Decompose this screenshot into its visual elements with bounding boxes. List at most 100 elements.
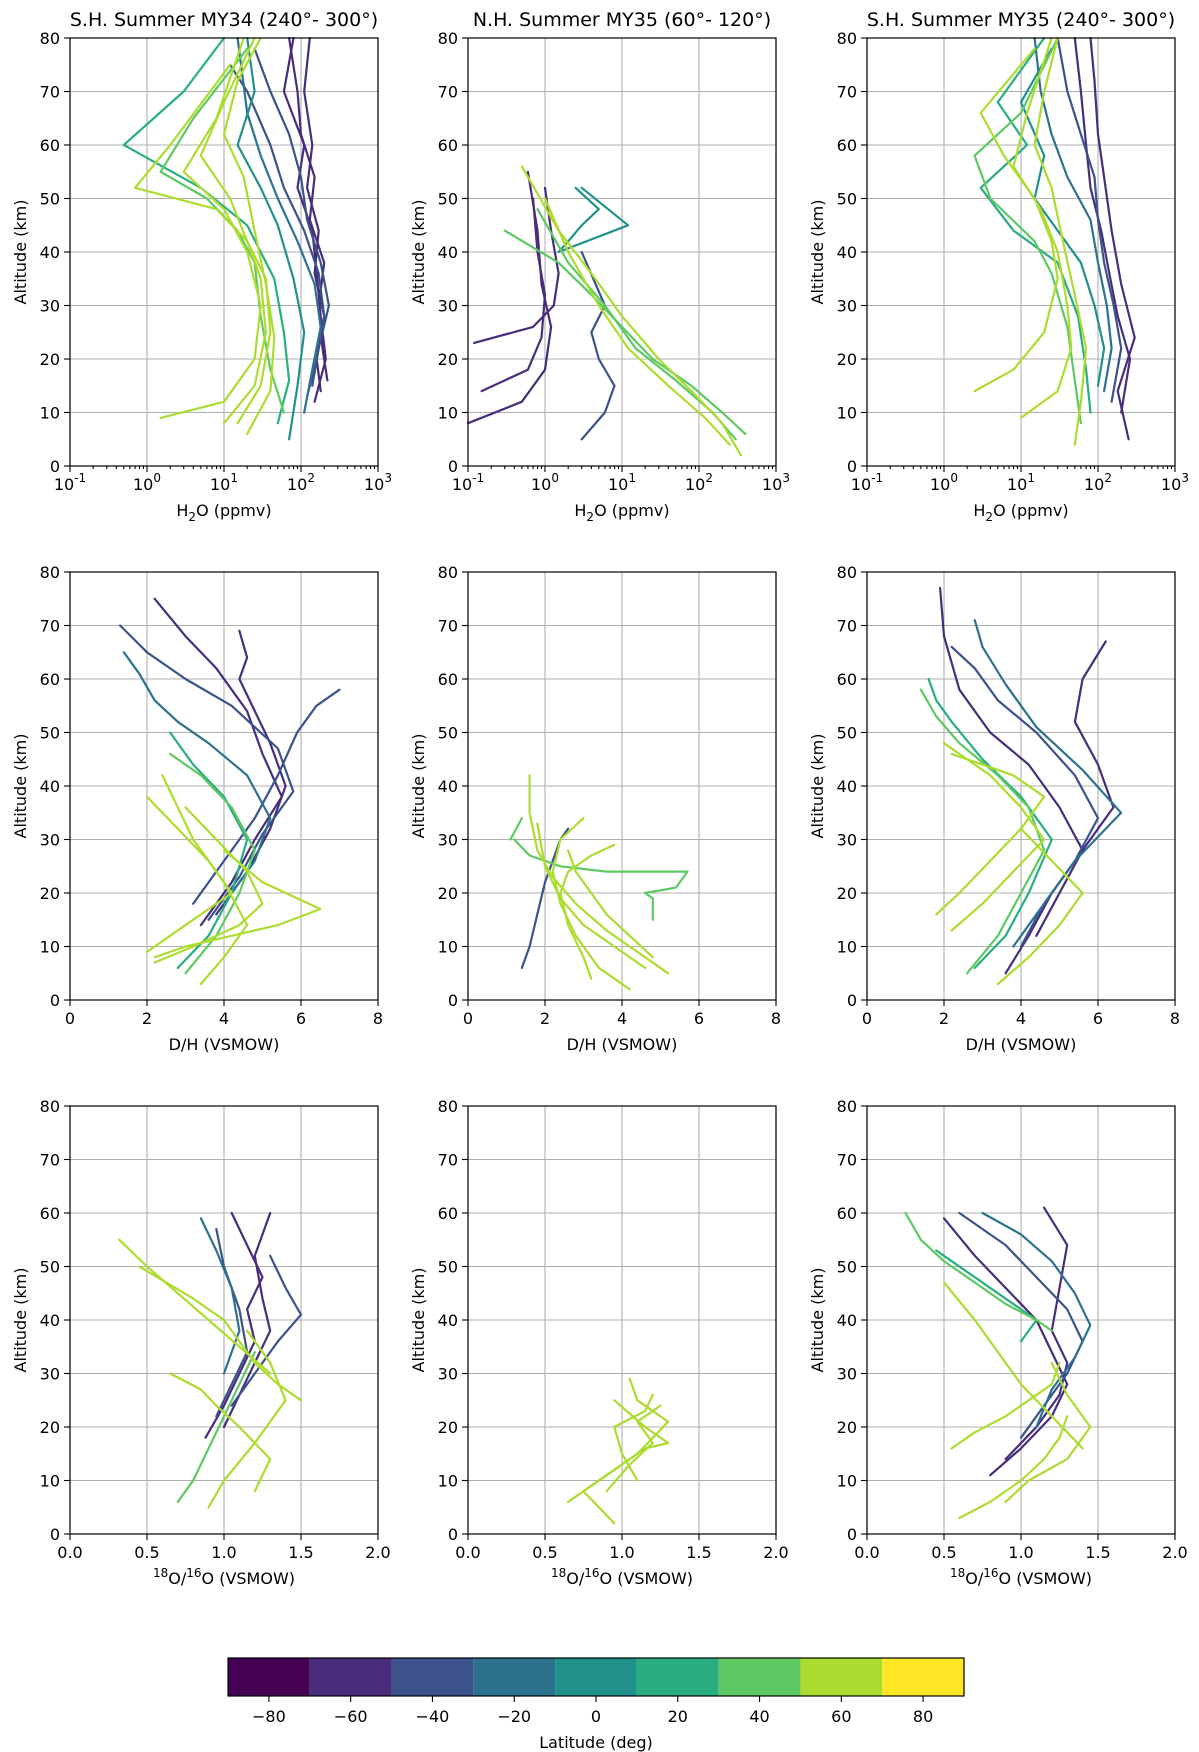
series-group (118, 1211, 303, 1509)
y-tick-label: 10 (837, 404, 857, 423)
colorbar-bin (636, 1658, 719, 1696)
profile-line (122, 651, 272, 905)
y-tick-label: 20 (837, 1418, 857, 1437)
x-axis-label: D/H (VSMOW) (169, 1035, 280, 1054)
x-tick-label: 2.0 (763, 1543, 788, 1562)
x-tick-label: 1.0 (609, 1543, 634, 1562)
y-tick-label: 0 (50, 457, 60, 476)
y-tick-label: 50 (40, 1258, 60, 1277)
profile-line (176, 1351, 256, 1503)
y-axis-label: Altitude (km) (11, 1268, 30, 1373)
panel-a3: 10-1 100 101 102 10301020304050607080Altitud… (808, 9, 1189, 524)
y-tick-label: 0 (847, 991, 857, 1010)
tick-base: 10 (1161, 475, 1181, 494)
profile-line (169, 731, 249, 969)
x-tick-label: 8 (1170, 1009, 1180, 1028)
profile-line (230, 1254, 303, 1407)
profile-line (199, 1217, 241, 1375)
y-tick-label: 50 (40, 724, 60, 743)
profile-line (207, 1329, 287, 1509)
x-tick-label: 103 (762, 471, 790, 494)
y-tick-label: 30 (438, 297, 458, 316)
y-tick-label: 20 (438, 1418, 458, 1437)
y-axis-label: Altitude (km) (409, 200, 428, 305)
profile-line (536, 822, 647, 969)
colorbar-bin (391, 1658, 474, 1696)
profile-line (973, 47, 1059, 393)
tick-exponent: 3 (1181, 471, 1189, 485)
label-subscript: 2 (586, 510, 594, 524)
x-tick-label: 101 (1007, 471, 1035, 494)
colorbar-label: Latitude (deg) (539, 1733, 653, 1752)
y-tick-label: 40 (438, 1311, 458, 1330)
x-tick-label: 2 (540, 1009, 550, 1028)
label-part: O (VSMOW) (600, 1569, 693, 1588)
x-tick-label: 6 (1093, 1009, 1103, 1028)
colorbar-tick-label: 20 (668, 1707, 688, 1726)
label-superscript: 16 (186, 1566, 201, 1580)
y-tick-label: 30 (40, 297, 60, 316)
y-tick-label: 30 (837, 831, 857, 850)
y-tick-label: 80 (837, 563, 857, 582)
y-tick-label: 50 (40, 190, 60, 209)
y-tick-label: 60 (40, 670, 60, 689)
y-tick-label: 70 (40, 1151, 60, 1170)
series-group (509, 774, 689, 991)
profile-line (282, 36, 327, 403)
profile-line (1089, 36, 1136, 441)
y-tick-label: 0 (50, 1525, 60, 1544)
colorbar-tick-label: −20 (497, 1707, 531, 1726)
x-tick-label: 0.0 (854, 1543, 879, 1562)
y-tick-label: 0 (448, 991, 458, 1010)
y-tick-label: 10 (40, 938, 60, 957)
colorbar-tick-label: 60 (831, 1707, 851, 1726)
x-tick-label: 0.5 (931, 1543, 956, 1562)
tick-exponent: 0 (950, 471, 958, 485)
x-tick-label: 0 (862, 1009, 872, 1028)
y-tick-label: 20 (837, 350, 857, 369)
y-tick-label: 40 (40, 243, 60, 262)
series-group (919, 586, 1123, 986)
y-tick-label: 10 (40, 1472, 60, 1491)
tick-exponent: -1 (871, 471, 883, 485)
profile-line (580, 250, 616, 441)
tick-exponent: 2 (705, 471, 713, 485)
profile-line (557, 186, 630, 254)
profile-line (473, 186, 560, 344)
y-tick-label: 0 (448, 1525, 458, 1544)
profile-line (996, 827, 1084, 986)
label-subscript: 2 (985, 510, 993, 524)
panel-c2: 0.0 0.5 1.0 1.5 2.0 0 10 20 30 40 50 60 70 80 Altitude… (409, 1097, 789, 1588)
profile-line (567, 849, 654, 959)
profile-line (145, 795, 233, 953)
x-tick-label: 0.0 (57, 1543, 82, 1562)
x-tick-label: 102 (287, 471, 315, 494)
panel-c1: 0.0 0.5 1.0 1.5 2.0 0 10 20 30 40 50 60 70 80 Altitude… (11, 1097, 391, 1588)
profile-line (236, 36, 322, 414)
label-part: O/ (965, 1569, 984, 1588)
series-group (119, 597, 341, 986)
y-axis-label: Altitude (km) (11, 200, 30, 305)
x-tick-label: 100 (133, 471, 161, 494)
profile-line (605, 1404, 662, 1493)
panel-title: N.H. Summer MY35 (60°- 120°) (473, 9, 771, 31)
colorbar-bin (718, 1658, 801, 1696)
y-axis-label: Altitude (km) (808, 200, 827, 305)
profile-line (1004, 1361, 1092, 1503)
tick-exponent: -1 (74, 471, 86, 485)
x-tick-label: 103 (364, 471, 392, 494)
tick-exponent: 0 (153, 471, 161, 485)
profile-line (1033, 36, 1088, 446)
profile-line (543, 197, 731, 446)
y-tick-label: 10 (837, 938, 857, 957)
tick-base: 10 (608, 475, 628, 494)
y-axis-label: Altitude (km) (808, 734, 827, 839)
tick-base: 10 (54, 475, 74, 494)
x-tick-label: 2.0 (1162, 1543, 1187, 1562)
profile-line (559, 843, 616, 980)
x-tick-label: 100 (930, 471, 958, 494)
y-axis-label: Altitude (km) (409, 734, 428, 839)
profile-line (509, 817, 523, 841)
y-tick-label: 40 (40, 777, 60, 796)
